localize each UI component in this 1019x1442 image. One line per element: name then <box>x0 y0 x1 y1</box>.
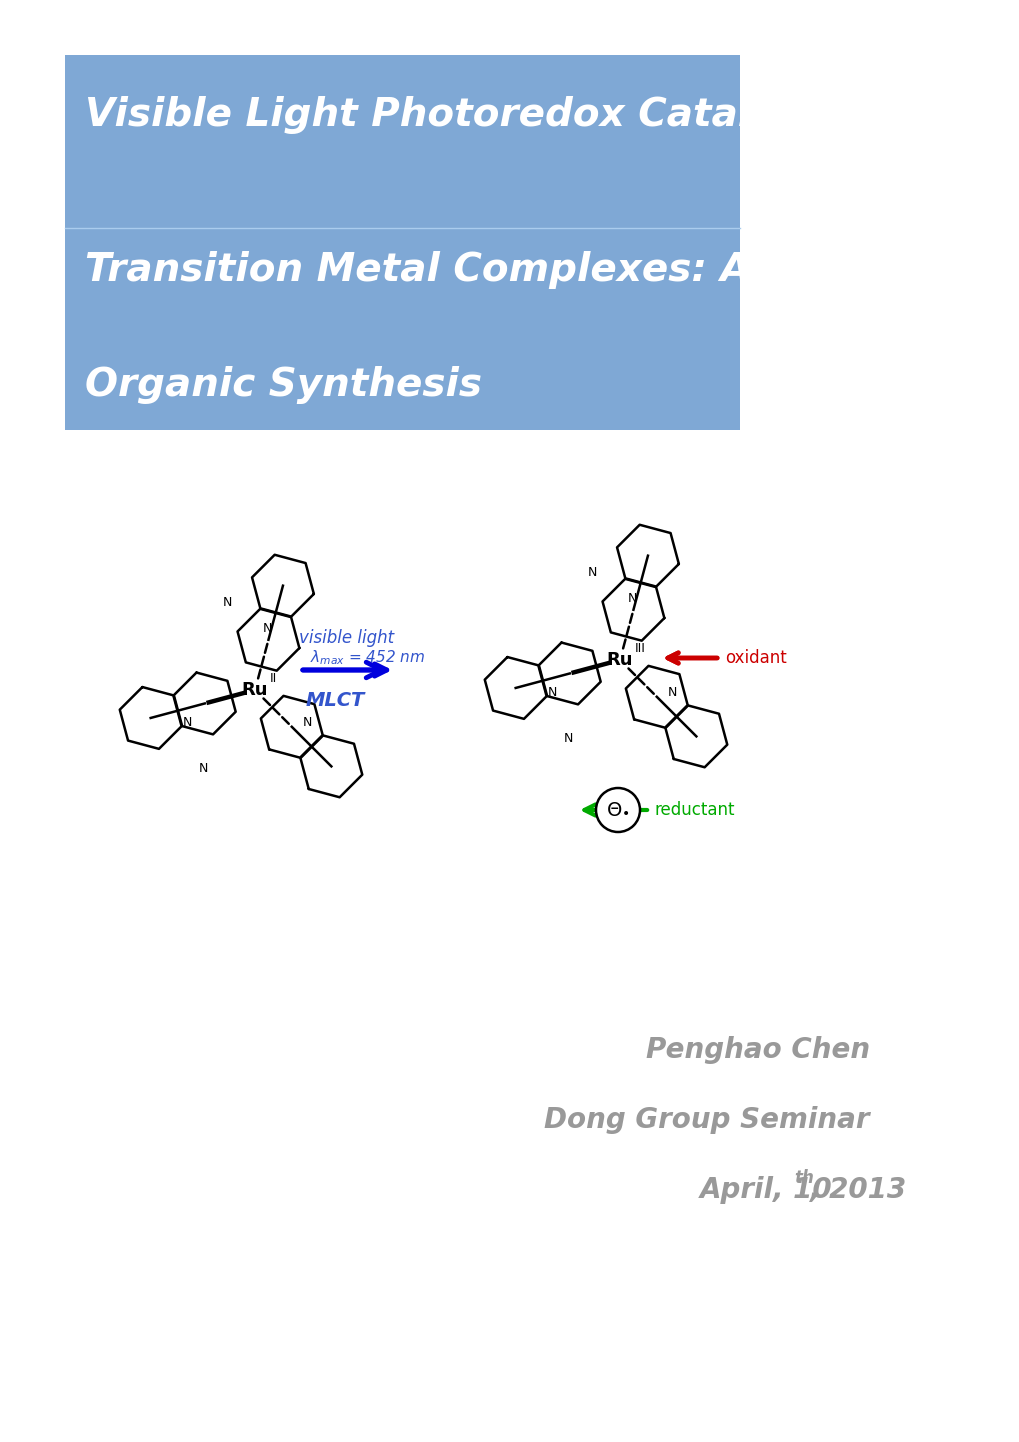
Text: th: th <box>793 1169 813 1187</box>
Text: Ru: Ru <box>606 650 633 669</box>
Text: N: N <box>198 761 208 774</box>
Text: N: N <box>222 596 231 609</box>
Text: MLCT: MLCT <box>305 691 364 709</box>
Text: Penghao Chen: Penghao Chen <box>645 1035 869 1064</box>
Text: N: N <box>302 715 312 728</box>
Text: Ru: Ru <box>242 681 268 699</box>
Text: Organic Synthesis: Organic Synthesis <box>85 366 482 404</box>
Text: N: N <box>562 731 572 744</box>
Text: N: N <box>627 591 636 604</box>
Text: II: II <box>269 672 276 685</box>
Text: April, 10: April, 10 <box>699 1177 832 1204</box>
Text: N: N <box>182 715 192 728</box>
Text: , 2013: , 2013 <box>809 1177 906 1204</box>
Text: III: III <box>634 642 645 655</box>
Text: N: N <box>262 622 271 634</box>
Text: Dong Group Seminar: Dong Group Seminar <box>544 1106 869 1133</box>
Text: •: • <box>622 808 630 820</box>
Text: N: N <box>587 565 596 578</box>
Circle shape <box>595 787 639 832</box>
FancyArrowPatch shape <box>667 653 716 663</box>
Text: Transition Metal Complexes: Application in: Transition Metal Complexes: Application … <box>85 251 1019 288</box>
Bar <box>65 55 739 430</box>
Text: N: N <box>666 685 676 698</box>
Text: N: N <box>547 685 556 698</box>
Text: $\lambda_{max}$ = 452 nm: $\lambda_{max}$ = 452 nm <box>310 649 425 668</box>
Text: Visible Light Photoredox Catalysis with: Visible Light Photoredox Catalysis with <box>85 97 945 134</box>
FancyArrowPatch shape <box>303 663 386 676</box>
Text: Θ: Θ <box>606 800 622 819</box>
Text: reductant: reductant <box>654 800 735 819</box>
Text: oxidant: oxidant <box>725 649 786 668</box>
Text: visible light: visible light <box>300 629 394 647</box>
